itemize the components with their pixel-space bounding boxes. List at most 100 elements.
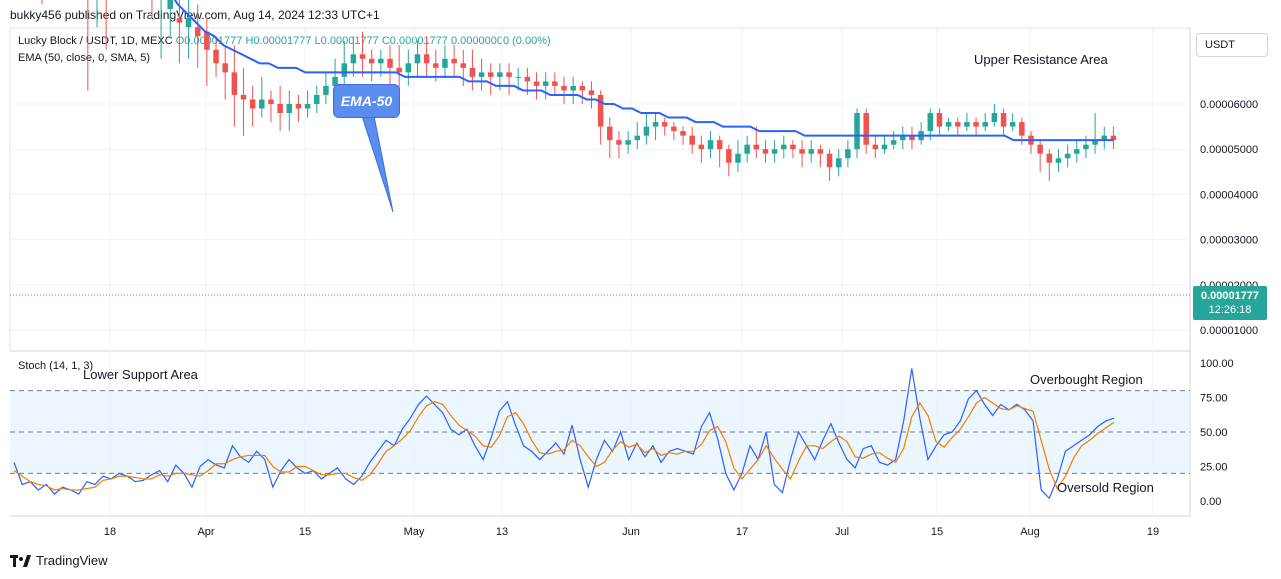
candle-body — [542, 81, 549, 86]
time-tick-label: 13 — [496, 526, 508, 538]
lower-support-label: Lower Support Area — [83, 367, 198, 382]
candle-body — [689, 135, 695, 145]
currency-selector[interactable]: USDT — [1196, 33, 1268, 57]
stoch-tick-label: 25.00 — [1200, 462, 1228, 474]
time-tick-label: Aug — [1020, 526, 1040, 538]
candle-body — [1101, 135, 1108, 141]
stoch-band — [10, 390, 1190, 474]
candle-body — [442, 58, 448, 68]
candle-body — [350, 54, 357, 64]
candle-body — [1110, 135, 1117, 141]
ema-50-line — [173, 0, 1114, 142]
candle-body — [240, 94, 247, 100]
candle-body — [1092, 140, 1098, 145]
candle-body — [854, 113, 860, 150]
time-tick-label: 19 — [1147, 526, 1159, 538]
candle-body — [616, 140, 622, 145]
candle-body — [835, 158, 842, 168]
candle-body — [579, 85, 586, 91]
current-price-badge: 0.00001777 12:26:18 — [1193, 286, 1267, 320]
candle-body — [259, 99, 265, 109]
candle-body — [1009, 122, 1016, 127]
candle-body — [185, 18, 192, 28]
candle-body — [799, 149, 805, 154]
candle-body — [698, 144, 705, 150]
candle-body — [1000, 113, 1007, 127]
candle-body — [295, 104, 302, 109]
candle-body — [433, 63, 439, 68]
candle-body — [423, 54, 430, 64]
candle-body — [588, 90, 595, 95]
stoch-series-pct-k — [13, 368, 1115, 500]
price-tick-label: 0.00003000 — [1200, 235, 1258, 247]
stoch-legend[interactable]: Stoch (14, 1, 3) — [18, 360, 94, 372]
candle-body — [561, 85, 567, 91]
tradingview-brand: TradingView — [36, 553, 108, 568]
candle-body — [991, 113, 998, 123]
candle-body — [680, 131, 686, 136]
candle-body — [771, 149, 778, 154]
overbought-label: Overbought Region — [1030, 372, 1143, 387]
price-tick-label: 0.00001000 — [1200, 325, 1258, 337]
candle-body — [661, 122, 668, 127]
ema-callout[interactable]: EMA-50 — [333, 84, 400, 118]
candle-body — [881, 144, 888, 150]
candle-body — [176, 18, 183, 23]
time-axis-ticks: 18 Apr 15 May 13 Jun 17 Jul 15 Aug 19 — [104, 526, 1159, 538]
candle-body — [726, 149, 732, 163]
time-tick-label: Jul — [835, 526, 849, 538]
tradingview-footer[interactable]: TradingView — [10, 553, 108, 568]
candle-body — [597, 94, 604, 127]
candle-body — [982, 122, 988, 127]
time-tick-label: 17 — [736, 526, 748, 538]
candle-body — [533, 81, 540, 86]
stoch-tick-label: 50.00 — [1200, 427, 1228, 439]
candle-body — [1055, 158, 1062, 163]
candle-body — [909, 135, 915, 141]
candle-body — [332, 76, 338, 86]
stoch-tick-label: 0.00 — [1200, 496, 1221, 508]
tradingview-logo-icon — [10, 554, 31, 567]
candle-body — [808, 149, 814, 154]
time-tick-label: 18 — [104, 526, 116, 538]
candle-body — [625, 140, 631, 145]
symbol-label: Lucky Block / USDT, 1D, MEXC — [18, 35, 173, 47]
candle-body — [1083, 144, 1089, 150]
upper-resistance-label: Upper Resistance Area — [974, 52, 1108, 67]
candle-body — [753, 144, 760, 150]
candle-body — [304, 104, 311, 109]
ema-legend[interactable]: EMA (50, close, 0, SMA, 5) — [18, 52, 151, 64]
candle-body — [716, 140, 723, 150]
candle-body — [194, 27, 201, 37]
symbol-legend[interactable]: Lucky Block / USDT, 1D, MEXC O0.00001777… — [18, 35, 551, 47]
candle-body — [826, 153, 833, 168]
candle-body — [936, 113, 943, 127]
ema-callout-pointer — [361, 115, 394, 213]
candle-body — [405, 63, 412, 73]
candle-body — [231, 72, 238, 95]
stoch-axis-ticks: 100.00 75.00 50.00 25.00 0.00 — [1200, 358, 1234, 508]
price-tick-label: 0.00005000 — [1200, 144, 1258, 156]
candle-body — [927, 113, 934, 132]
candle-body — [570, 85, 576, 91]
candle-body — [524, 76, 531, 82]
publisher-line: bukky456 published on TradingView.com, A… — [10, 8, 380, 22]
candle-body — [378, 58, 384, 64]
candle-body — [671, 126, 677, 132]
candle-body — [863, 113, 869, 145]
candle-body — [1064, 153, 1071, 159]
candle-body — [167, 0, 173, 10]
candle-body — [286, 104, 293, 114]
candle-body — [735, 153, 741, 163]
candle-body — [1046, 153, 1053, 163]
candle-body — [945, 122, 952, 127]
candle-body — [204, 31, 210, 50]
candle-body — [213, 49, 219, 64]
candle-body — [396, 67, 402, 73]
ohlc-values: O0.00001777 H0.00001777 L0.00001777 C0.0… — [175, 35, 551, 47]
price-tick-label: 0.00004000 — [1200, 189, 1258, 201]
candle-body — [497, 72, 503, 77]
candle-body — [460, 63, 467, 68]
time-tick-label: Apr — [197, 526, 214, 538]
candles-layer — [41, 0, 1117, 181]
